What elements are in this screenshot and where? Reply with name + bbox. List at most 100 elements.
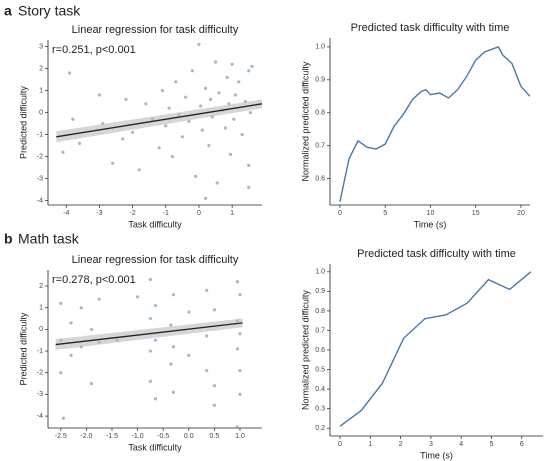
point [69,321,73,325]
y-tick-label: 0.5 [315,366,325,373]
point [237,80,241,84]
point [208,97,213,101]
point [187,119,191,123]
point [247,69,251,73]
y-tick-label: 2 [39,283,43,290]
point [212,403,216,407]
point [217,91,221,95]
x-tick-label: -2.5 [55,433,67,440]
y-tick-label: 1 [39,305,43,312]
point [157,146,161,150]
x-tick-label: 10 [427,210,435,217]
point [223,126,228,130]
point [200,128,204,132]
point [89,381,94,386]
x-tick-label: 20 [517,210,525,217]
panel-letter: a [4,3,12,19]
point [230,62,234,66]
point [238,293,242,297]
panel-title: Story task [18,3,81,19]
point [160,89,165,93]
point [77,141,82,145]
y-tick-label: 0.6 [315,347,325,354]
x-tick-label: 0 [197,210,201,217]
y-tick-label: 1 [39,87,43,94]
point [199,104,203,108]
point [164,124,168,128]
y-tick-label: 0.3 [315,405,325,412]
x-tick-label: 5 [383,210,387,217]
y-tick-label: 0.4 [315,386,325,393]
point [131,130,135,134]
point [174,80,178,84]
point [203,86,208,90]
point [190,69,194,73]
fit-line [56,103,263,138]
y-tick-label: -1 [37,348,43,355]
point [148,277,152,282]
panel-title: Math task [18,231,80,247]
point [238,368,242,373]
point [121,137,125,141]
point [238,392,242,397]
y-tick-label: 0.9 [315,77,325,84]
point [169,323,173,327]
y-tick-label: -4 [37,197,43,204]
point [207,144,211,148]
y-tick-label: 0.7 [315,143,325,150]
point [187,310,191,314]
point [59,371,63,375]
point [197,42,201,47]
line [339,271,532,427]
x-tick-label: 0 [338,210,342,217]
point [235,347,240,351]
x-tick-label: 1 [230,210,234,217]
y-tick-label: 2 [39,65,43,72]
point [69,353,73,357]
point [59,301,63,305]
y-axis-label: Predicted difficulty [18,312,28,385]
y-tick-label: 0 [39,109,43,116]
y-tick-label: 0.9 [315,288,325,295]
point [212,308,216,312]
point [240,133,244,137]
point [180,135,184,139]
x-tick-label: 0.0 [184,433,194,440]
chart-title: Predicted task difficulty with time [351,22,510,34]
y-tick-label: 3 [39,43,43,50]
x-axis-label: Task difficulty [128,442,182,452]
point [171,345,176,349]
point [233,93,238,97]
x-tick-label: -2 [129,210,135,217]
point [153,338,158,342]
point [184,95,188,99]
point [194,174,198,178]
x-tick-label: 5 [490,441,494,448]
y-tick-label: 0.2 [315,425,325,432]
x-axis-label: Time (s) [420,450,453,460]
point [248,111,252,115]
point [170,155,175,159]
annotation: r=0.251, p<0.001 [52,44,136,56]
point [89,327,94,331]
x-tick-label: 6 [520,441,524,448]
annotation: r=0.278, p<0.001 [52,274,136,286]
y-tick-label: 0 [39,326,43,333]
y-tick-label: 0.8 [315,308,325,315]
y-tick-label: -3 [37,391,43,398]
point [61,150,65,154]
point [232,117,236,121]
point [250,64,254,68]
chart-title: Predicted task difficulty with time [357,248,516,260]
point [79,306,83,310]
point [225,75,229,79]
point [97,93,102,97]
point [137,168,141,172]
y-tick-label: -4 [37,413,43,420]
x-tick-label: 0.5 [210,433,220,440]
y-tick-label: 1.0 [315,269,325,276]
x-axis-label: Time (s) [414,219,447,229]
point [135,295,140,299]
point [215,181,219,185]
point [171,390,176,394]
